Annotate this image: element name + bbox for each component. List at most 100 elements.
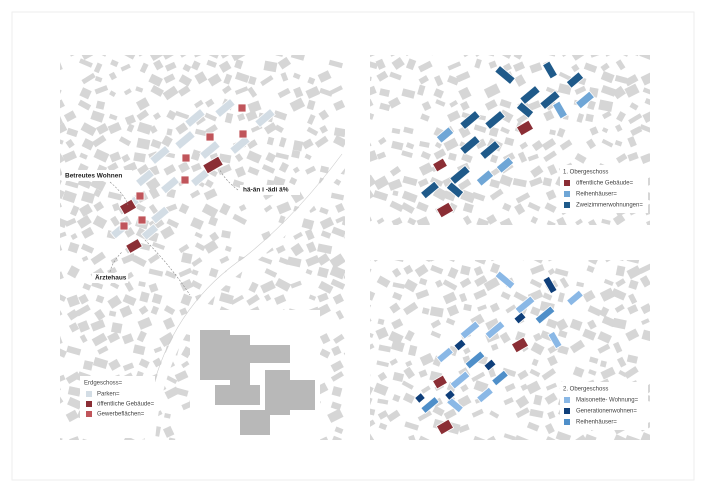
building [613,341,623,354]
building [77,320,90,333]
block [494,270,516,290]
legend-swatch [564,180,570,186]
building [119,305,133,318]
building [458,86,472,101]
map-left [60,55,345,440]
building [657,265,666,273]
building [80,55,94,61]
building [488,126,499,138]
building [138,281,146,288]
building [67,386,82,397]
building [370,138,372,150]
building [191,269,199,276]
building [135,86,144,93]
building [618,369,628,378]
building [545,189,557,201]
building [402,55,417,57]
building [60,307,63,319]
building [370,290,376,301]
building [624,83,640,98]
building [585,113,594,123]
building [541,55,557,57]
building [583,433,597,440]
building [164,270,177,279]
building [418,162,434,176]
building [60,436,63,440]
building [401,88,416,99]
building [275,277,292,292]
building [603,278,614,287]
block [254,107,276,129]
building [529,368,541,378]
building [473,288,487,300]
building [639,55,650,61]
building [391,267,402,278]
building [219,292,234,305]
building [181,346,193,359]
building [530,260,543,264]
building [570,55,587,61]
building [318,280,334,294]
block [435,126,455,144]
building [182,63,192,73]
building [555,318,569,332]
building [148,282,159,293]
building [92,134,107,148]
building [628,293,638,305]
legend-swatch [86,401,92,407]
block [420,395,440,415]
building [513,55,525,60]
building [449,99,459,108]
building [612,85,626,100]
building [589,55,601,58]
building [403,301,419,316]
building [60,178,62,190]
building [375,326,389,340]
building [180,293,193,306]
building [584,229,595,240]
building [489,410,500,419]
building [121,55,137,60]
building [457,178,472,191]
building [402,230,413,239]
building [644,97,650,108]
building [600,366,616,380]
building [277,87,291,99]
building [625,328,640,342]
building [515,407,530,419]
building [166,218,180,229]
legend-swatch [564,397,570,403]
building [90,251,106,266]
building [205,55,221,59]
building [290,55,306,61]
block [435,418,455,436]
building [263,60,278,73]
building [92,357,109,369]
building [319,333,331,345]
building [194,242,206,252]
building [203,188,218,201]
building [526,421,540,432]
building [194,99,204,109]
building [460,55,472,58]
building [433,88,444,99]
building [292,140,304,152]
building [329,253,345,269]
building [218,55,231,59]
building [301,138,314,150]
building [108,113,118,121]
building [77,99,92,111]
building [335,309,345,320]
building [517,369,529,381]
building [487,435,496,440]
building [376,151,387,160]
building [641,329,650,343]
building [224,245,232,253]
building [344,254,345,265]
building [78,203,93,217]
annotations: Betreutes Wohnen hä-ān i -ädi ä% Ärzteha… [62,169,300,296]
building [190,149,202,161]
building [587,100,596,111]
building [428,260,443,262]
building [370,111,375,120]
